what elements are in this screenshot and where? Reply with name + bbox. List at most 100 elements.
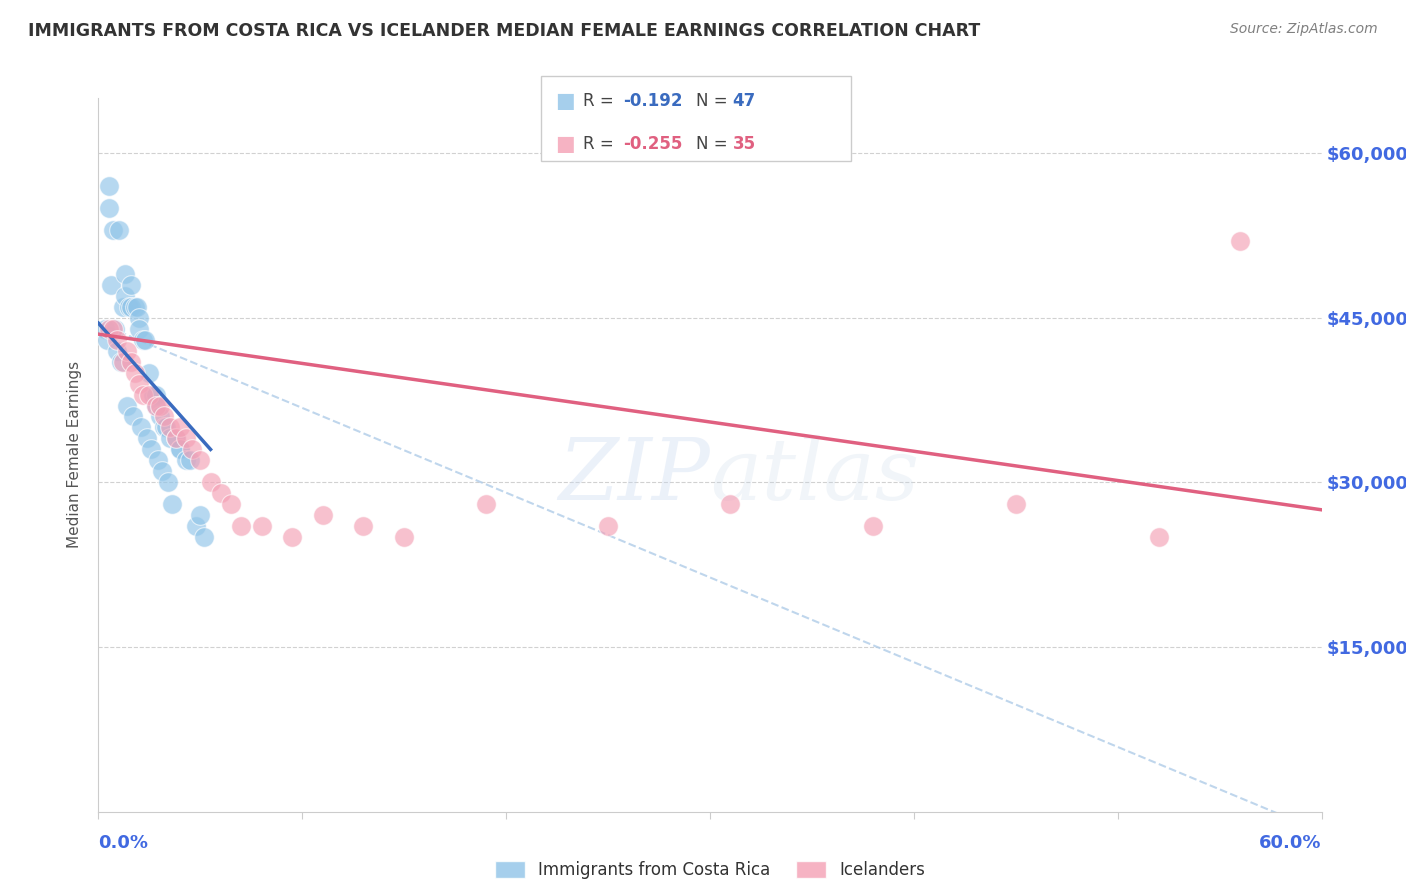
- Point: [169, 420, 191, 434]
- Point: [149, 409, 172, 424]
- Point: [169, 442, 191, 457]
- Point: [96, 333, 118, 347]
- Point: [159, 420, 181, 434]
- Text: R =: R =: [583, 92, 620, 111]
- Point: [179, 453, 201, 467]
- Point: [1004, 497, 1026, 511]
- Text: 35: 35: [733, 135, 755, 153]
- Y-axis label: Median Female Earnings: Median Female Earnings: [67, 361, 83, 549]
- Point: [1147, 530, 1170, 544]
- Point: [250, 519, 273, 533]
- Point: [169, 442, 191, 457]
- Point: [149, 399, 172, 413]
- Point: [145, 387, 167, 401]
- Text: -0.255: -0.255: [623, 135, 682, 153]
- Point: [281, 530, 304, 544]
- Point: [128, 376, 150, 391]
- Text: -0.192: -0.192: [623, 92, 682, 111]
- Point: [118, 300, 141, 314]
- Point: [111, 300, 134, 314]
- Point: [97, 178, 120, 193]
- Point: [165, 432, 187, 446]
- Point: [186, 519, 208, 533]
- Point: [111, 354, 134, 368]
- Point: [598, 519, 620, 533]
- Point: [120, 277, 142, 292]
- Point: [862, 519, 884, 533]
- Point: [141, 442, 163, 457]
- Text: IMMIGRANTS FROM COSTA RICA VS ICELANDER MEDIAN FEMALE EARNINGS CORRELATION CHART: IMMIGRANTS FROM COSTA RICA VS ICELANDER …: [28, 22, 980, 40]
- Text: R =: R =: [583, 135, 620, 153]
- Point: [138, 387, 160, 401]
- Point: [114, 289, 136, 303]
- Point: [104, 321, 127, 335]
- Point: [231, 519, 253, 533]
- Point: [97, 201, 120, 215]
- Point: [105, 343, 128, 358]
- Point: [352, 519, 374, 533]
- Point: [120, 300, 142, 314]
- Point: [193, 530, 215, 544]
- Point: [127, 300, 149, 314]
- Point: [138, 366, 160, 380]
- Point: [1229, 234, 1251, 248]
- Point: [165, 432, 187, 446]
- Point: [97, 321, 120, 335]
- Point: [128, 321, 150, 335]
- Text: atlas: atlas: [710, 435, 920, 517]
- Point: [110, 354, 132, 368]
- Point: [152, 420, 174, 434]
- Point: [152, 409, 174, 424]
- Point: [129, 420, 152, 434]
- Point: [145, 399, 167, 413]
- Legend: Immigrants from Costa Rica, Icelanders: Immigrants from Costa Rica, Icelanders: [488, 854, 932, 886]
- Point: [174, 432, 197, 446]
- Text: ■: ■: [555, 134, 575, 153]
- Point: [124, 366, 146, 380]
- Point: [132, 333, 155, 347]
- Text: Source: ZipAtlas.com: Source: ZipAtlas.com: [1230, 22, 1378, 37]
- Point: [120, 354, 142, 368]
- Point: [188, 508, 212, 523]
- Point: [188, 453, 212, 467]
- Point: [101, 321, 124, 335]
- Point: [159, 432, 181, 446]
- Text: N =: N =: [696, 92, 733, 111]
- Point: [146, 453, 169, 467]
- Point: [108, 223, 131, 237]
- Point: [209, 486, 232, 500]
- Point: [142, 387, 165, 401]
- Text: 47: 47: [733, 92, 756, 111]
- Point: [132, 387, 155, 401]
- Point: [174, 453, 197, 467]
- Point: [145, 399, 167, 413]
- Point: [101, 223, 124, 237]
- Point: [155, 420, 177, 434]
- Point: [720, 497, 742, 511]
- Point: [156, 475, 179, 490]
- Point: [100, 277, 122, 292]
- Point: [115, 343, 138, 358]
- Point: [181, 442, 204, 457]
- Point: [219, 497, 242, 511]
- Text: 0.0%: 0.0%: [98, 834, 149, 852]
- Point: [160, 497, 183, 511]
- Point: [134, 333, 156, 347]
- Point: [105, 333, 128, 347]
- Point: [114, 267, 136, 281]
- Point: [150, 464, 173, 478]
- Point: [93, 321, 115, 335]
- Point: [124, 300, 146, 314]
- Point: [392, 530, 416, 544]
- Text: 60.0%: 60.0%: [1260, 834, 1322, 852]
- Point: [122, 409, 145, 424]
- Point: [136, 432, 159, 446]
- Point: [128, 310, 150, 325]
- Point: [115, 399, 138, 413]
- Point: [312, 508, 335, 523]
- Point: [474, 497, 498, 511]
- Text: ZIP: ZIP: [558, 435, 710, 517]
- Point: [200, 475, 222, 490]
- Text: N =: N =: [696, 135, 733, 153]
- Text: ■: ■: [555, 91, 575, 112]
